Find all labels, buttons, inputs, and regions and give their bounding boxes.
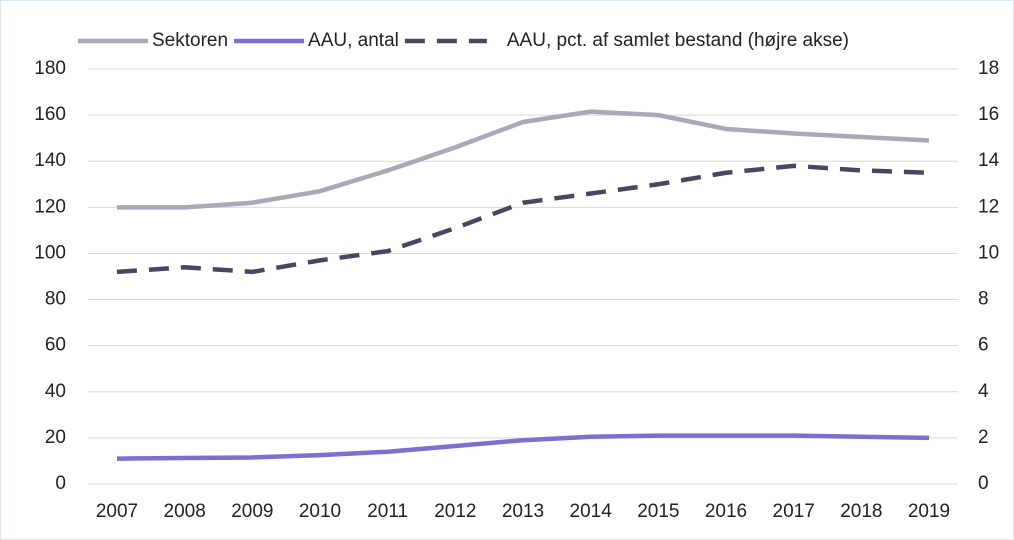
y2-tick-label: 8 <box>978 289 989 310</box>
legend-label: AAU, antal <box>308 30 399 51</box>
x-tick-label: 2009 <box>231 501 273 522</box>
y-tick-label: 140 <box>34 150 66 171</box>
y-tick-label: 60 <box>45 335 66 356</box>
x-tick-label: 2018 <box>840 501 882 522</box>
x-tick-label: 2008 <box>164 501 206 522</box>
y-tick-label: 20 <box>45 427 66 448</box>
x-tick-label: 2014 <box>570 501 613 522</box>
y-tick-label: 0 <box>55 473 66 494</box>
y2-tick-label: 0 <box>978 473 989 494</box>
y2-tick-label: 4 <box>978 381 989 402</box>
y-tick-label: 40 <box>45 381 66 402</box>
y2-tick-label: 2 <box>978 427 989 448</box>
x-tick-label: 2012 <box>434 501 476 522</box>
y2-tick-label: 16 <box>978 104 999 125</box>
y-tick-label: 120 <box>34 196 66 217</box>
x-tick-label: 2019 <box>908 501 950 522</box>
legend-label: AAU, pct. af samlet bestand (højre akse) <box>507 30 849 51</box>
x-tick-label: 2017 <box>773 501 815 522</box>
series-line <box>117 109 930 210</box>
y2-tick-label: 14 <box>978 150 1000 171</box>
y-tick-label: 80 <box>45 289 66 310</box>
y-tick-label: 180 <box>34 58 66 79</box>
x-tick-label: 2016 <box>705 501 747 522</box>
x-tick-label: 2007 <box>96 501 138 522</box>
y-tick-label: 160 <box>34 104 66 125</box>
y2-tick-label: 10 <box>978 242 999 263</box>
x-tick-label: 2015 <box>637 501 679 522</box>
x-tick-label: 2013 <box>502 501 544 522</box>
series-line <box>116 163 930 275</box>
y-tick-label: 100 <box>34 242 66 263</box>
x-tick-label: 2010 <box>299 501 341 522</box>
legend-label: Sektoren <box>152 30 228 51</box>
y2-tick-label: 12 <box>978 196 999 217</box>
y2-tick-label: 6 <box>978 335 989 356</box>
series-line <box>116 433 930 461</box>
y2-tick-label: 18 <box>978 58 999 79</box>
x-tick-label: 2011 <box>367 501 408 522</box>
